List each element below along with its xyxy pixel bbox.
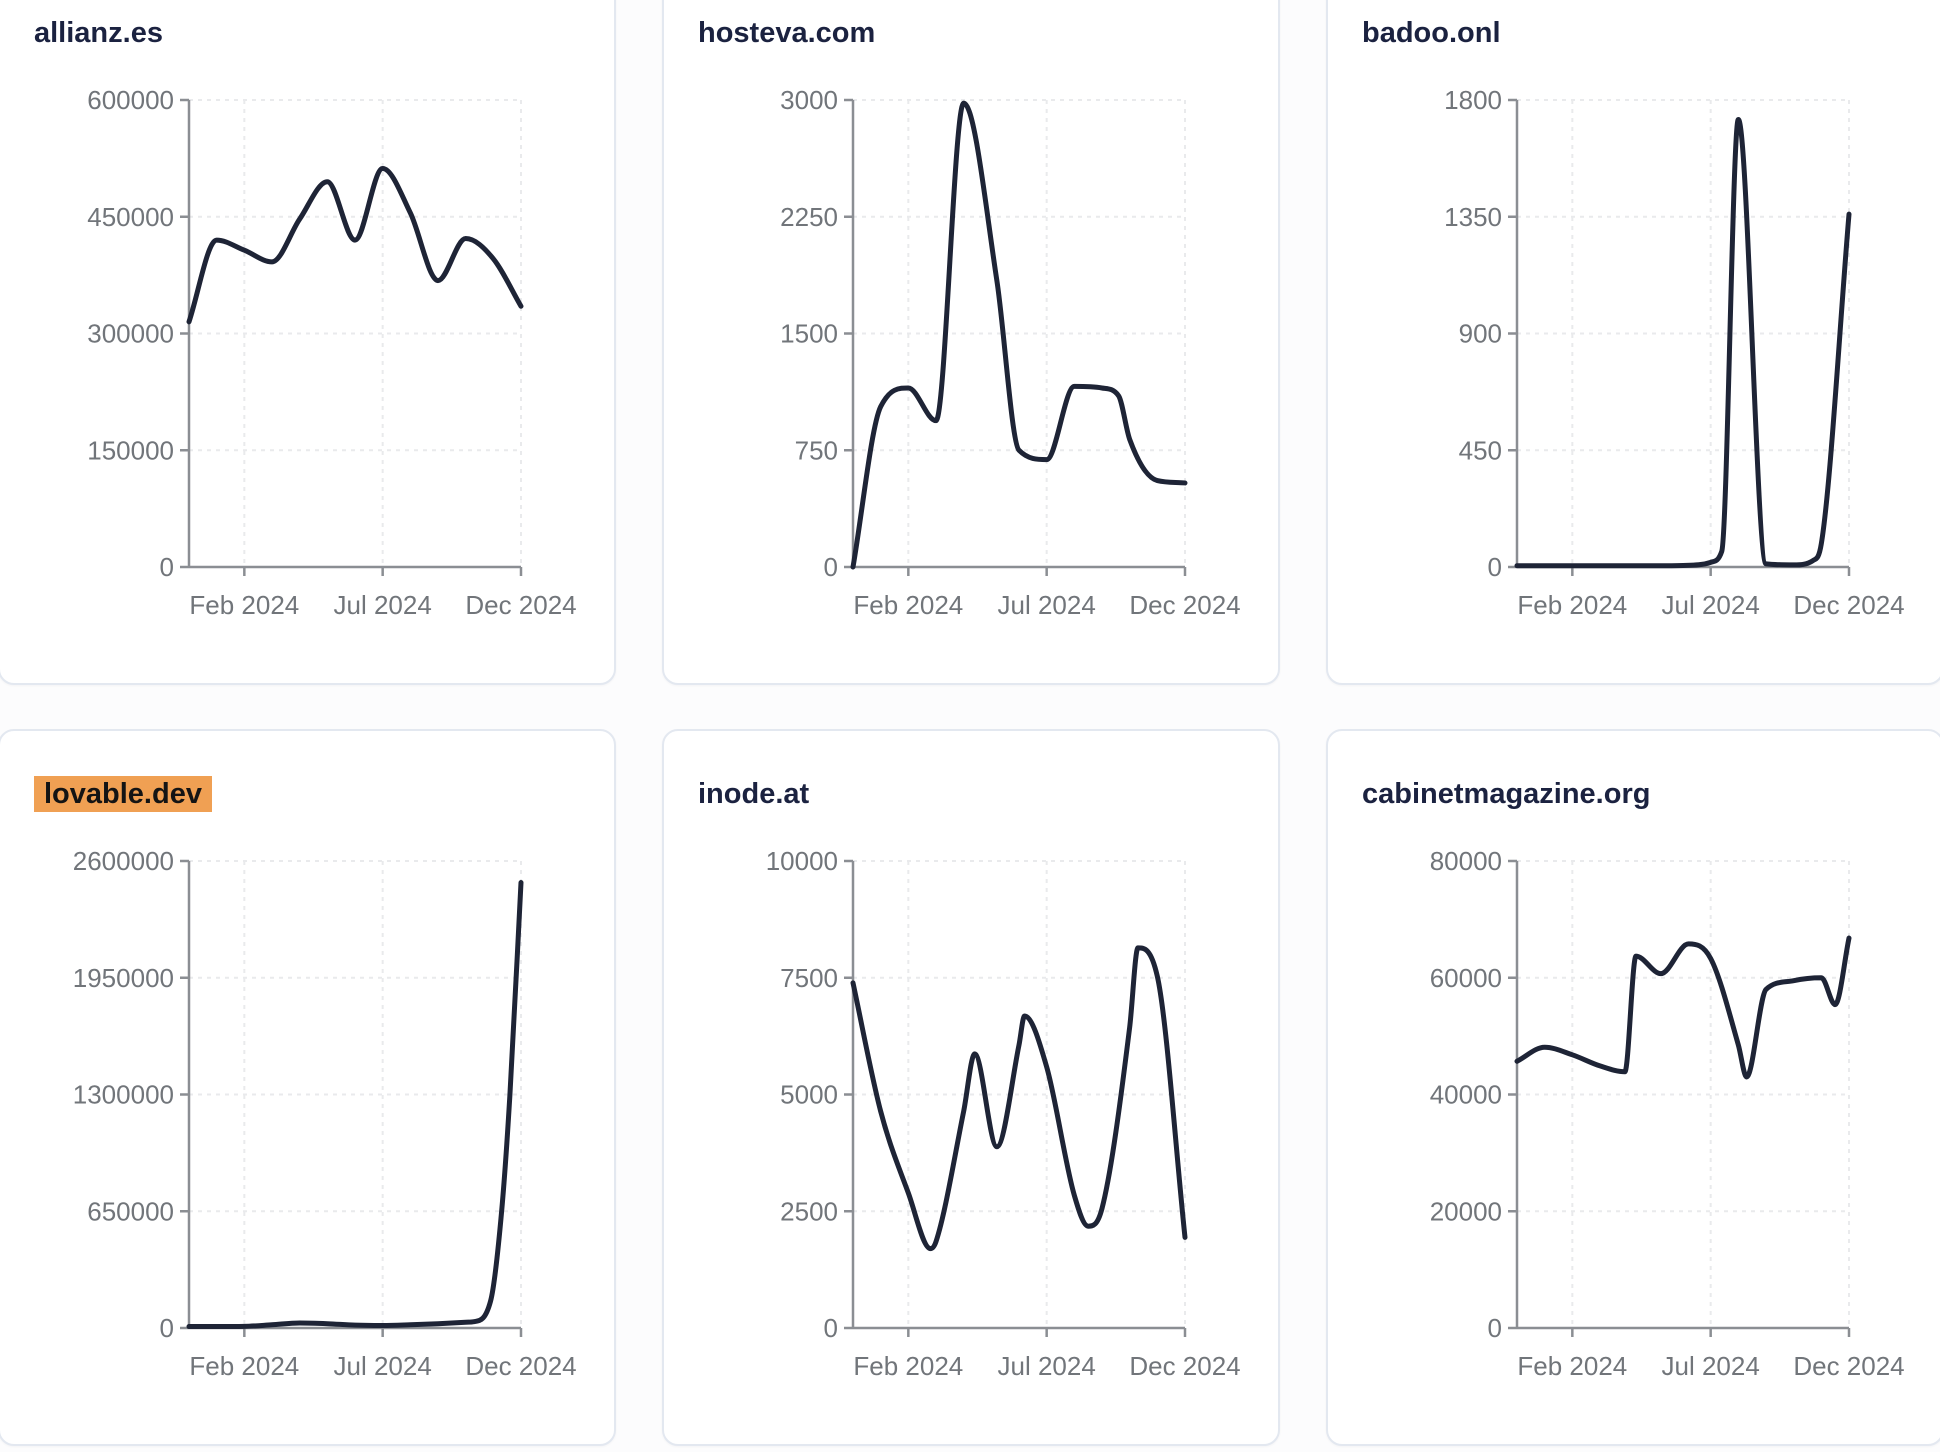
x-tick-label: Feb 2024 xyxy=(1517,590,1627,620)
y-tick-label: 2500 xyxy=(780,1196,838,1226)
chart-card-cabinetmagazine-org: cabinetmagazine.org 0 20000 40000 60000 8000… xyxy=(1326,729,1940,1446)
x-tick-label: Dec 2024 xyxy=(1129,1351,1240,1381)
chart-card-lovable-dev: lovable.dev 0 650000 1300000 1950000 2600000… xyxy=(0,729,616,1446)
traffic-line-chart: 0 150000 300000 450000 600000 Feb 2024 Jul 202… xyxy=(87,85,576,620)
y-tick-label: 650000 xyxy=(87,1196,174,1226)
traffic-line-chart: 0 20000 40000 60000 80000 Feb 2024 Jul 2024 Dec… xyxy=(1430,846,1905,1381)
chart-card-inode-at: inode.at 0 2500 5000 7500 10000 Feb 2024 Jul 2… xyxy=(662,729,1280,1446)
domain-label: lovable.dev xyxy=(34,776,212,812)
chart-title: lovable.dev xyxy=(34,773,212,815)
chart-title: hosteva.com xyxy=(698,12,875,54)
y-tick-label: 450000 xyxy=(87,202,174,232)
y-tick-label: 450 xyxy=(1459,435,1502,465)
y-tick-label: 0 xyxy=(824,1313,838,1343)
domain-label: inode.at xyxy=(698,778,810,810)
chart-card-badoo-onl: badoo.onl 0 450 900 1350 1800 Feb 2024 Jul 202… xyxy=(1326,0,1940,685)
traffic-series-line xyxy=(850,100,1188,570)
traffic-series-line xyxy=(1514,116,1852,569)
chart-title: badoo.onl xyxy=(1362,12,1501,54)
x-tick-label: Feb 2024 xyxy=(189,590,299,620)
x-tick-label: Jul 2024 xyxy=(334,590,432,620)
traffic-line-chart: 0 2500 5000 7500 10000 Feb 2024 Jul 2024 Dec 20… xyxy=(766,846,1241,1381)
y-tick-label: 1950000 xyxy=(73,963,174,993)
y-tick-label: 1500 xyxy=(780,319,838,349)
traffic-series-line xyxy=(186,880,524,1330)
y-tick-label: 3000 xyxy=(780,85,838,115)
chart-title: inode.at xyxy=(698,773,809,815)
y-tick-label: 60000 xyxy=(1430,963,1502,993)
y-tick-label: 80000 xyxy=(1430,846,1502,876)
y-tick-label: 0 xyxy=(160,1313,174,1343)
x-tick-label: Jul 2024 xyxy=(334,1351,432,1381)
x-tick-label: Dec 2024 xyxy=(465,1351,576,1381)
y-tick-label: 2250 xyxy=(780,202,838,232)
y-tick-label: 0 xyxy=(824,552,838,582)
y-tick-label: 0 xyxy=(1488,1313,1502,1343)
y-tick-label: 7500 xyxy=(780,963,838,993)
y-tick-label: 0 xyxy=(160,552,174,582)
domain-label: hosteva.com xyxy=(698,17,876,49)
chart-card-hosteva-com: hosteva.com 0 750 1500 2250 3000 Feb 2024 Jul … xyxy=(662,0,1280,685)
domain-label: allianz.es xyxy=(34,17,163,49)
traffic-series-line xyxy=(850,945,1188,1252)
y-tick-label: 600000 xyxy=(87,85,174,115)
y-tick-label: 20000 xyxy=(1430,1196,1502,1226)
y-tick-label: 2600000 xyxy=(73,846,174,876)
y-tick-label: 1300000 xyxy=(73,1080,174,1110)
x-tick-label: Dec 2024 xyxy=(1129,590,1240,620)
traffic-series-line xyxy=(1514,935,1852,1080)
x-tick-label: Jul 2024 xyxy=(998,590,1096,620)
x-tick-label: Jul 2024 xyxy=(1662,590,1760,620)
x-tick-label: Feb 2024 xyxy=(189,1351,299,1381)
domain-label: badoo.onl xyxy=(1362,17,1501,49)
y-tick-label: 40000 xyxy=(1430,1080,1502,1110)
x-tick-label: Feb 2024 xyxy=(853,590,963,620)
traffic-line-chart: 0 450 900 1350 1800 Feb 2024 Jul 2024 Dec 2024 xyxy=(1444,85,1905,620)
chart-title: allianz.es xyxy=(34,12,163,54)
y-tick-label: 1350 xyxy=(1444,202,1502,232)
domain-label: cabinetmagazine.org xyxy=(1362,778,1651,810)
traffic-line-chart: 0 650000 1300000 1950000 2600000 Feb 2024 Jul … xyxy=(73,846,577,1381)
y-tick-label: 1800 xyxy=(1444,85,1502,115)
x-tick-label: Jul 2024 xyxy=(1662,1351,1760,1381)
x-tick-label: Jul 2024 xyxy=(998,1351,1096,1381)
x-tick-label: Dec 2024 xyxy=(1793,590,1904,620)
traffic-line-chart: 0 750 1500 2250 3000 Feb 2024 Jul 2024 Dec 2024 xyxy=(780,85,1241,620)
y-tick-label: 0 xyxy=(1488,552,1502,582)
x-tick-label: Dec 2024 xyxy=(1793,1351,1904,1381)
x-tick-label: Dec 2024 xyxy=(465,590,576,620)
y-tick-label: 750 xyxy=(795,435,838,465)
traffic-series-line xyxy=(186,165,524,325)
chart-card-allianz-es: allianz.es 0 150000 300000 450000 600000 Feb … xyxy=(0,0,616,685)
x-tick-label: Feb 2024 xyxy=(1517,1351,1627,1381)
y-tick-label: 5000 xyxy=(780,1080,838,1110)
y-tick-label: 150000 xyxy=(87,435,174,465)
chart-title: cabinetmagazine.org xyxy=(1362,773,1650,815)
y-tick-label: 900 xyxy=(1459,319,1502,349)
y-tick-label: 10000 xyxy=(766,846,838,876)
y-tick-label: 300000 xyxy=(87,319,174,349)
x-tick-label: Feb 2024 xyxy=(853,1351,963,1381)
